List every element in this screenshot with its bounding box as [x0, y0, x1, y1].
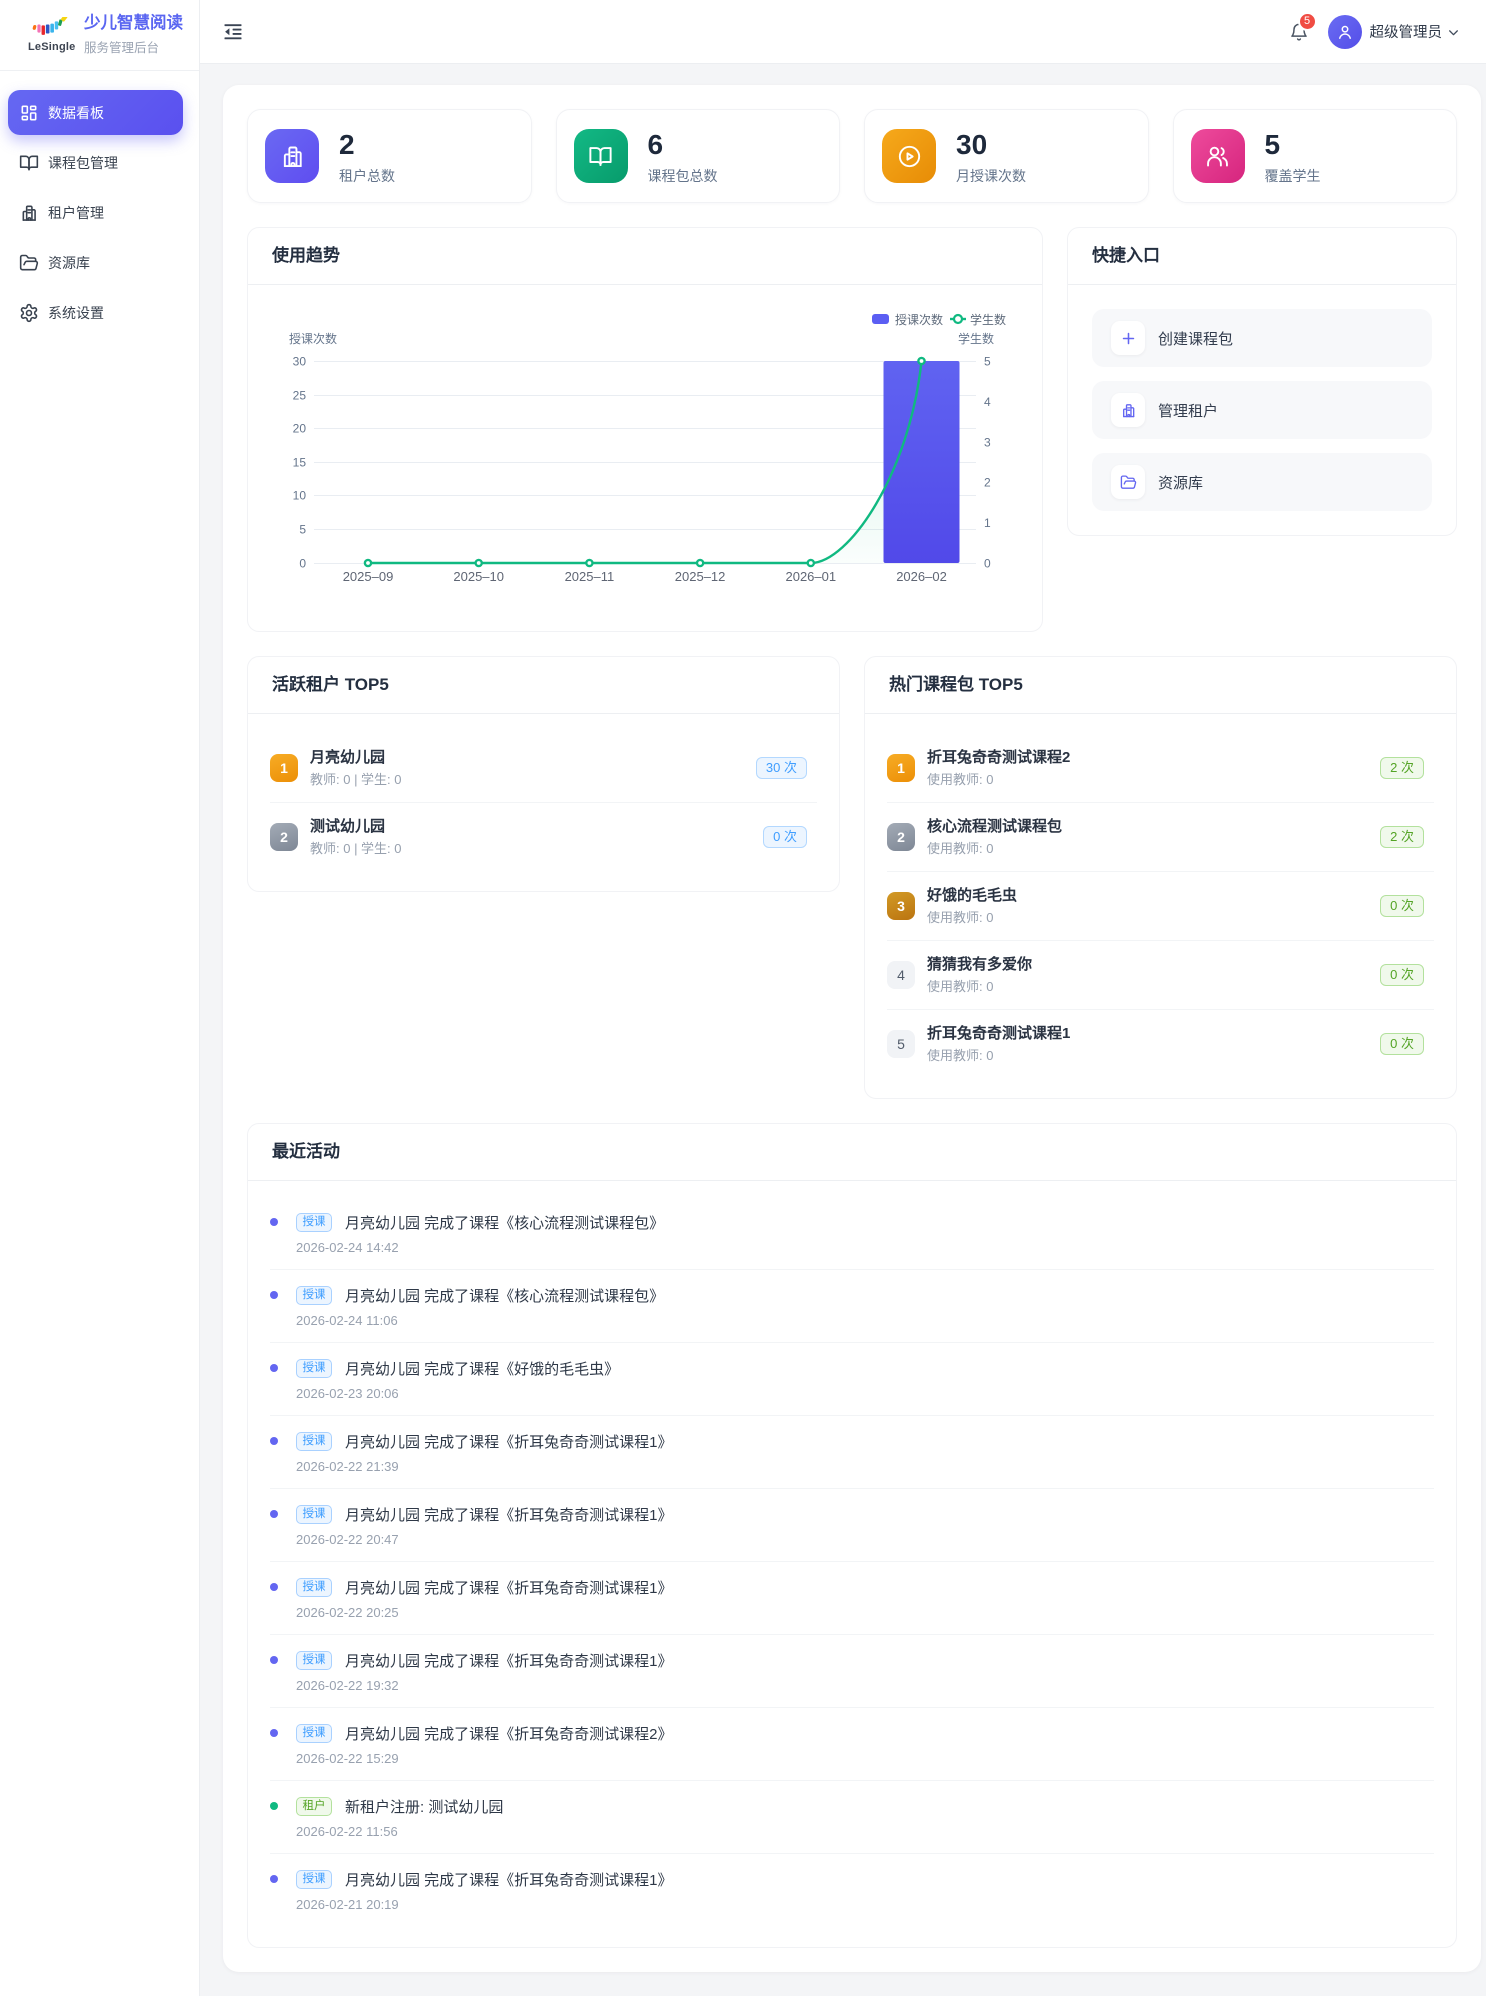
svg-text:2026–01: 2026–01: [785, 569, 836, 584]
svg-text:2025–09: 2025–09: [343, 569, 394, 584]
svg-text:2: 2: [984, 476, 991, 490]
svg-text:15: 15: [293, 456, 307, 470]
svg-text:5: 5: [984, 355, 991, 369]
svg-text:25: 25: [293, 389, 307, 403]
svg-text:授课次数: 授课次数: [895, 312, 943, 327]
svg-text:0: 0: [984, 557, 991, 571]
svg-text:5: 5: [299, 523, 306, 537]
svg-text:学生数: 学生数: [958, 331, 994, 346]
svg-text:1: 1: [984, 516, 991, 530]
svg-text:学生数: 学生数: [970, 312, 1006, 327]
svg-text:30: 30: [293, 355, 307, 369]
svg-text:2025–11: 2025–11: [565, 569, 615, 584]
svg-text:授课次数: 授课次数: [289, 331, 337, 346]
svg-text:10: 10: [293, 489, 307, 503]
svg-text:2025–10: 2025–10: [453, 569, 504, 584]
svg-text:0: 0: [299, 557, 306, 571]
svg-text:4: 4: [984, 395, 991, 409]
svg-text:2026–02: 2026–02: [896, 569, 947, 584]
svg-text:3: 3: [984, 435, 991, 449]
svg-text:20: 20: [293, 422, 307, 436]
svg-text:2025–12: 2025–12: [675, 569, 726, 584]
